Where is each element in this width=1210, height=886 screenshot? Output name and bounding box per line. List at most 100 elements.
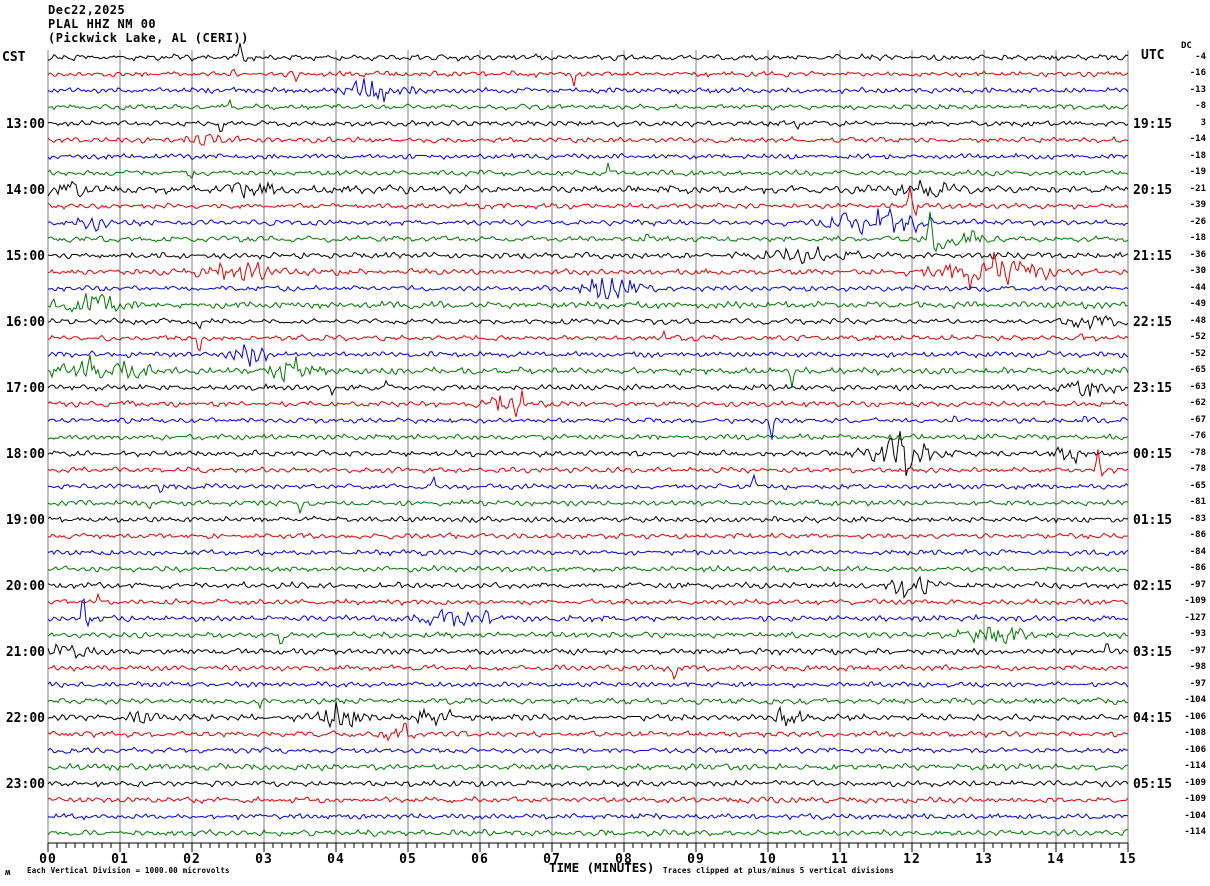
trace-row-9 <box>47 187 1129 217</box>
dc-value: -114 <box>1184 827 1206 837</box>
dc-value: -93 <box>1189 629 1206 639</box>
trace-row-22 <box>47 415 1129 440</box>
dc-value: -18 <box>1189 150 1206 161</box>
dc-value: -106 <box>1184 744 1206 755</box>
cst-hour-label: 18:00 <box>5 446 45 462</box>
trace-row-15 <box>47 293 1129 313</box>
dc-value: -49 <box>1189 299 1206 309</box>
x-tick-label: 00 <box>39 852 57 867</box>
trace-row-31 <box>47 564 1129 573</box>
trace-row-46 <box>47 812 1129 821</box>
dc-value: -109 <box>1184 777 1206 788</box>
trace-row-26 <box>47 473 1129 494</box>
dc-value: -114 <box>1184 761 1206 771</box>
dc-value: -78 <box>1189 447 1206 458</box>
utc-hour-label: 23:15 <box>1133 380 1173 396</box>
dc-value: -104 <box>1184 810 1206 821</box>
utc-hour-label: 21:15 <box>1133 248 1173 264</box>
trace-row-42 <box>47 746 1129 755</box>
trace-row-6 <box>47 152 1129 161</box>
trace-row-45 <box>47 795 1129 805</box>
dc-value: -16 <box>1189 68 1206 78</box>
trace-row-25 <box>47 449 1129 478</box>
waveform-mark-icon: ʍ <box>5 868 11 878</box>
dc-value: -83 <box>1189 513 1206 524</box>
dc-offset-column-label: DC <box>1181 41 1192 51</box>
cst-hour-label: 13:00 <box>5 116 45 132</box>
right-axis-label-utc: UTC <box>1141 48 1165 63</box>
header-station-id: PLAL HHZ NM 00 <box>48 17 157 31</box>
dc-value: -127 <box>1184 612 1206 623</box>
cst-hour-label: 15:00 <box>5 248 45 264</box>
trace-row-11 <box>47 211 1129 253</box>
dc-value: -52 <box>1189 348 1206 359</box>
trace-row-12 <box>47 246 1129 265</box>
trace-row-7 <box>47 162 1129 180</box>
utc-hour-label: 19:15 <box>1133 116 1173 132</box>
dc-value: -13 <box>1189 84 1206 95</box>
trace-row-13 <box>47 251 1129 290</box>
trace-row-37 <box>47 663 1129 681</box>
cst-hour-label: 22:00 <box>5 710 45 726</box>
dc-value: -18 <box>1189 233 1206 243</box>
trace-row-8 <box>47 179 1129 199</box>
trace-row-27 <box>47 498 1129 515</box>
dc-value: -76 <box>1189 431 1206 441</box>
dc-value: -30 <box>1189 266 1206 276</box>
cst-hour-label: 23:00 <box>5 776 45 792</box>
dc-value: -67 <box>1189 414 1206 425</box>
dc-value: -97 <box>1189 678 1206 689</box>
header-date: Dec22,2025 <box>48 3 126 17</box>
cst-hour-label: 21:00 <box>5 644 45 660</box>
trace-row-2 <box>47 78 1129 103</box>
trace-row-28 <box>47 515 1129 524</box>
trace-row-41 <box>47 722 1129 742</box>
dc-value: -98 <box>1189 662 1206 672</box>
utc-hour-label: 20:15 <box>1133 182 1173 198</box>
dc-value: -36 <box>1189 249 1206 260</box>
dc-value: -109 <box>1184 596 1206 606</box>
x-tick-label: 13 <box>975 852 993 867</box>
trace-row-18 <box>47 344 1129 367</box>
x-tick-label: 02 <box>183 852 201 867</box>
utc-hour-label: 01:15 <box>1133 512 1173 528</box>
dc-value: -39 <box>1189 200 1206 210</box>
utc-hour-label: 05:15 <box>1133 776 1173 792</box>
cst-hour-label: 20:00 <box>5 578 45 594</box>
x-tick-label: 15 <box>1119 852 1137 867</box>
utc-hour-label: 00:15 <box>1133 446 1173 462</box>
trace-row-16 <box>47 315 1129 331</box>
dc-value: -86 <box>1189 563 1206 573</box>
dc-value: -21 <box>1189 183 1206 194</box>
trace-row-19 <box>47 354 1129 388</box>
dc-value: -104 <box>1184 695 1206 705</box>
cst-hour-label: 16:00 <box>5 314 45 330</box>
x-tick-label: 11 <box>831 852 849 867</box>
cst-hour-label: 17:00 <box>5 380 45 396</box>
dc-value: -63 <box>1189 381 1206 392</box>
trace-row-32 <box>47 575 1129 600</box>
dc-value: -65 <box>1189 480 1206 491</box>
utc-hour-label: 22:15 <box>1133 314 1173 330</box>
x-tick-label: 05 <box>399 852 417 867</box>
trace-row-24 <box>47 431 1129 477</box>
cst-hour-label: 14:00 <box>5 182 45 198</box>
trace-row-23 <box>47 432 1129 441</box>
trace-row-10 <box>47 206 1128 236</box>
x-tick-label: 09 <box>687 852 705 867</box>
dc-value: -62 <box>1189 398 1206 408</box>
utc-hour-label: 04:15 <box>1133 710 1173 726</box>
left-axis-label-cst: CST <box>2 50 26 65</box>
dc-value: -106 <box>1184 711 1206 722</box>
dc-value: -19 <box>1189 167 1206 177</box>
x-tick-label: 06 <box>471 852 489 867</box>
trace-row-40 <box>47 701 1129 729</box>
dc-value: -108 <box>1184 728 1206 738</box>
cst-hour-label: 19:00 <box>5 512 45 528</box>
trace-row-21 <box>47 390 1129 418</box>
x-tick-label: 14 <box>1047 852 1065 867</box>
trace-row-47 <box>47 828 1129 838</box>
trace-row-34 <box>47 598 1129 628</box>
utc-hour-label: 02:15 <box>1133 578 1173 594</box>
